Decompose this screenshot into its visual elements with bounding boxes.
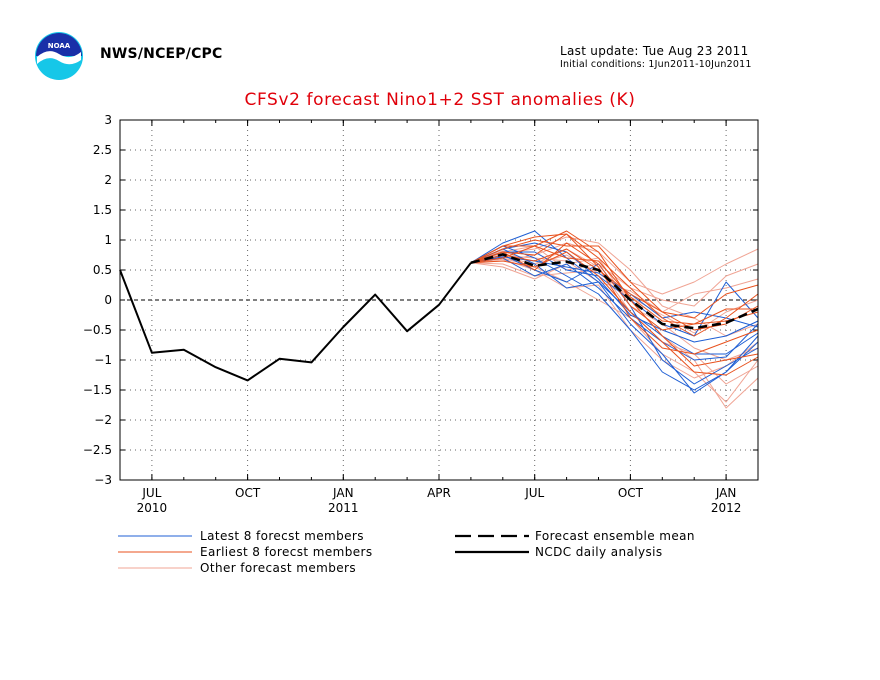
y-tick-label: −0.5 <box>83 323 112 337</box>
y-tick-label: −1.5 <box>83 383 112 397</box>
y-tick-label: 0.5 <box>93 263 112 277</box>
ensemble-mean-line <box>470 253 759 330</box>
legend-label: Latest 8 forecst members <box>200 529 364 543</box>
y-tick-label: 0 <box>104 293 112 307</box>
y-tick-label: 2 <box>104 173 112 187</box>
x-tick-year-label: 2011 <box>328 501 359 515</box>
forecast-member-line <box>470 258 759 379</box>
y-tick-label: 1.5 <box>93 203 112 217</box>
x-tick-label: JUL <box>524 486 544 500</box>
forecast-member-line <box>470 239 759 331</box>
grid <box>120 120 758 480</box>
legend: Latest 8 forecst members Earliest 8 forec… <box>118 529 695 575</box>
series-lines <box>119 230 759 409</box>
y-tick-label: 2.5 <box>93 143 112 157</box>
legend-label: Forecast ensemble mean <box>535 529 695 543</box>
forecast-member-line <box>470 233 759 355</box>
y-tick-label: 3 <box>104 113 112 127</box>
forecast-member-line <box>470 230 759 367</box>
x-tick-year-label: 2010 <box>137 501 168 515</box>
x-tick-label: JAN <box>332 486 354 500</box>
x-tick-label: APR <box>427 486 451 500</box>
y-tick-label: −2.5 <box>83 443 112 457</box>
plot-frame <box>119 119 759 481</box>
legend-label: Other forecast members <box>200 561 356 575</box>
last-update: Last update: Tue Aug 23 2011 <box>560 44 749 58</box>
forecast-member-line <box>470 248 759 319</box>
noaa-logo: NOAA <box>35 32 83 80</box>
x-tick-label: JUL <box>141 486 161 500</box>
legend-label: NCDC daily analysis <box>535 545 663 559</box>
forecast-member-line <box>470 248 759 385</box>
x-tick-year-label: 2012 <box>711 501 742 515</box>
y-tick-label: −2 <box>94 413 112 427</box>
logo-text: NOAA <box>48 42 71 50</box>
x-tick-label: OCT <box>235 486 261 500</box>
y-tick-label: 1 <box>104 233 112 247</box>
legend-label: Earliest 8 forecst members <box>200 545 372 559</box>
ncdc-analysis-line <box>119 262 472 382</box>
y-tick-label: −1 <box>94 353 112 367</box>
chart-title: CFSv2 forecast Nino1+2 SST anomalies (K) <box>244 90 636 110</box>
forecast-member-line <box>470 245 759 325</box>
x-tick-label: OCT <box>618 486 644 500</box>
forecast-member-line <box>470 251 759 376</box>
forecast-member-line <box>470 257 759 361</box>
x-tick-label: JAN <box>715 486 737 500</box>
y-tick-label: −3 <box>94 473 112 487</box>
initial-conditions: Initial conditions: 1Jun2011-10Jun2011 <box>560 59 752 70</box>
agency-name: NWS/NCEP/CPC <box>100 46 223 62</box>
y-axis-ticks: −3 −2.5 −2 −1.5 −1 −0.5 0 0.5 1 1.5 2 2.5 3 <box>83 113 758 487</box>
